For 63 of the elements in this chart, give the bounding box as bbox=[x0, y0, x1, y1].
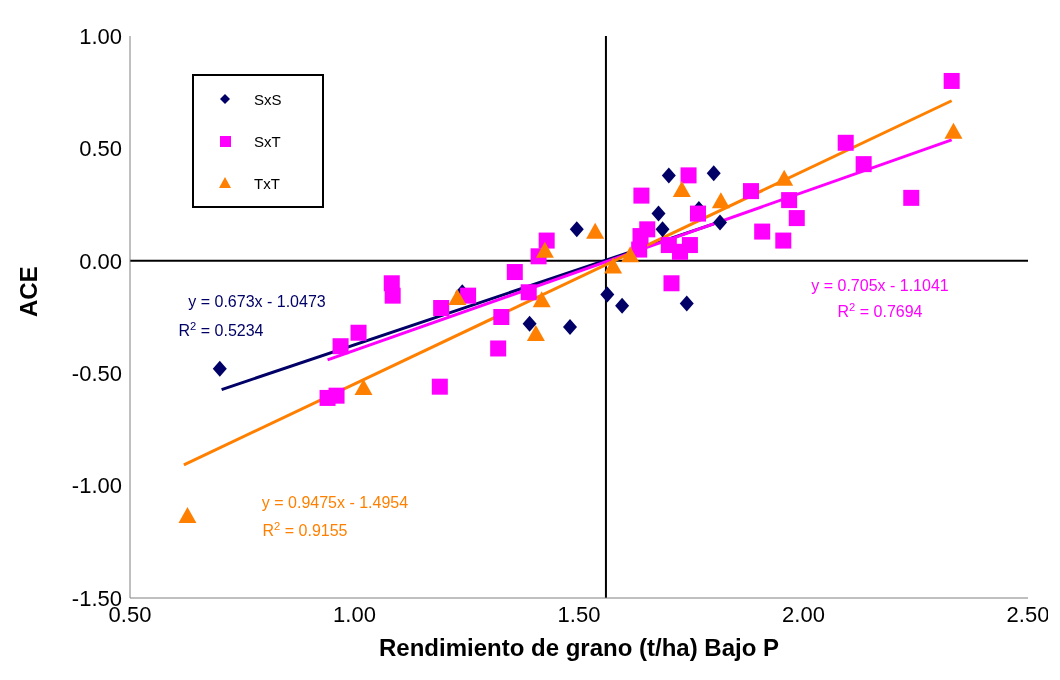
legend-label: TxT bbox=[254, 174, 280, 192]
annotation: y = 0.705x - 1.1041 bbox=[811, 277, 949, 294]
point bbox=[903, 189, 920, 206]
y-tick-label: 0.00 bbox=[79, 248, 122, 274]
point bbox=[490, 340, 507, 357]
y-tick-label: -0.50 bbox=[71, 361, 122, 387]
point bbox=[754, 223, 771, 240]
point bbox=[837, 134, 854, 151]
point bbox=[781, 192, 798, 209]
annotation: y = 0.9475x - 1.4954 bbox=[261, 494, 409, 511]
point bbox=[788, 210, 805, 227]
point bbox=[212, 360, 227, 377]
point bbox=[679, 295, 694, 312]
point bbox=[532, 291, 551, 308]
point bbox=[433, 300, 450, 317]
point bbox=[742, 183, 759, 200]
y-tick-label: 1.00 bbox=[79, 23, 122, 49]
point bbox=[178, 507, 197, 524]
point bbox=[569, 221, 584, 238]
point bbox=[672, 181, 691, 198]
point bbox=[633, 187, 650, 204]
x-axis-title: Rendimiento de grano (t/ha) Bajo P bbox=[378, 634, 780, 661]
point bbox=[655, 221, 670, 238]
point bbox=[711, 192, 730, 209]
annotation: R$^{2}$ = 0.5234 bbox=[178, 320, 264, 339]
point bbox=[604, 257, 623, 274]
point bbox=[855, 156, 872, 173]
x-tick-label: 2.00 bbox=[782, 601, 825, 627]
y-tick-label: -1.00 bbox=[71, 473, 122, 499]
legend-label: SxS bbox=[254, 90, 282, 108]
annotation: R$^{2}$ = 0.7694 bbox=[837, 301, 923, 320]
x-tick-label: 1.50 bbox=[557, 601, 601, 627]
point bbox=[328, 387, 345, 404]
point bbox=[663, 275, 680, 292]
legend-label: SxT bbox=[254, 132, 281, 150]
point bbox=[332, 338, 349, 355]
point bbox=[493, 309, 510, 325]
point bbox=[775, 232, 792, 249]
point bbox=[384, 287, 401, 304]
point bbox=[350, 324, 367, 341]
point bbox=[661, 167, 676, 184]
point bbox=[706, 165, 721, 182]
point bbox=[712, 214, 727, 231]
point bbox=[689, 205, 706, 222]
point bbox=[448, 289, 467, 306]
point bbox=[431, 378, 448, 395]
point bbox=[943, 72, 960, 89]
point bbox=[600, 286, 615, 303]
annotation: y = 0.673x - 1.0473 bbox=[188, 293, 326, 310]
x-tick-label: 2.50 bbox=[1006, 601, 1050, 627]
point bbox=[621, 246, 640, 263]
point bbox=[681, 237, 698, 254]
point bbox=[563, 319, 578, 336]
y-tick-label: 0.50 bbox=[79, 136, 122, 162]
x-tick-label: 1.00 bbox=[333, 601, 376, 627]
point bbox=[680, 167, 697, 184]
point bbox=[615, 297, 630, 314]
point bbox=[520, 284, 537, 301]
annotation: R$^{2}$ = 0.9155 bbox=[262, 520, 348, 539]
point bbox=[651, 205, 666, 222]
point bbox=[506, 264, 523, 281]
y-axis-title: ACE bbox=[14, 266, 42, 317]
point bbox=[522, 315, 537, 332]
